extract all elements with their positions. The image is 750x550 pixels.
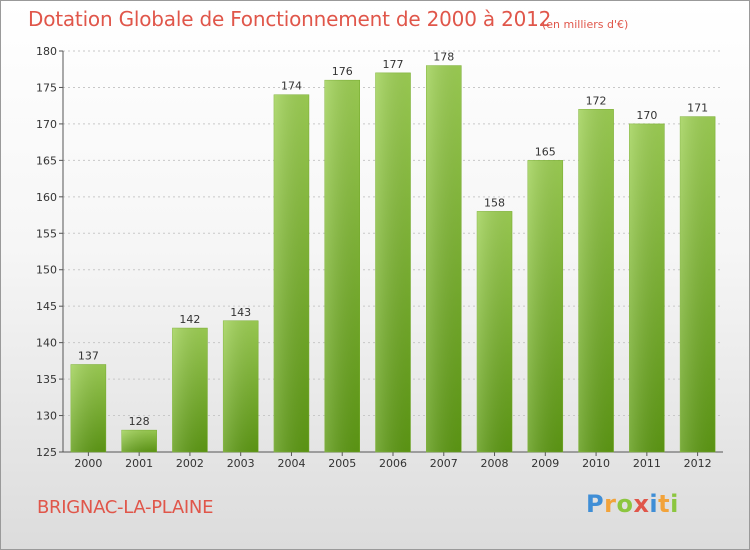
bar-shading bbox=[273, 94, 309, 452]
y-tick-label: 125 bbox=[36, 446, 57, 459]
logo-letter: x bbox=[633, 490, 650, 518]
x-tick-label: 2005 bbox=[328, 457, 356, 470]
bar-shading bbox=[121, 430, 157, 452]
x-tick-label: 2001 bbox=[125, 457, 153, 470]
x-tick-label: 2011 bbox=[633, 457, 661, 470]
x-tick-label: 2003 bbox=[227, 457, 255, 470]
labels: 125 130 135 140 145 150 155 160 165 170 175 180 137 2… bbox=[36, 45, 712, 470]
bar-shading bbox=[527, 160, 563, 452]
y-tick-label: 130 bbox=[36, 410, 57, 423]
data-label: 142 bbox=[179, 313, 200, 326]
bar-shading bbox=[375, 72, 411, 452]
x-tick-label: 2004 bbox=[277, 457, 305, 470]
y-tick-label: 135 bbox=[36, 373, 57, 386]
bar-shading bbox=[223, 320, 259, 452]
y-tick-label: 150 bbox=[36, 264, 57, 277]
data-label: 177 bbox=[383, 58, 404, 71]
logo-letter: i bbox=[670, 490, 679, 518]
bar-shading bbox=[578, 109, 614, 452]
data-label: 165 bbox=[535, 145, 556, 158]
bar-shading bbox=[629, 123, 665, 452]
logo-letter: r bbox=[604, 490, 617, 518]
y-tick-label: 155 bbox=[36, 227, 57, 240]
bar-shading bbox=[680, 116, 716, 453]
y-tick-label: 145 bbox=[36, 300, 57, 313]
x-tick-label: 2000 bbox=[74, 457, 102, 470]
data-label: 178 bbox=[433, 51, 454, 64]
data-label: 128 bbox=[129, 415, 150, 428]
x-tick-label: 2007 bbox=[430, 457, 458, 470]
y-tick-label: 170 bbox=[36, 118, 57, 131]
x-tick-label: 2009 bbox=[531, 457, 559, 470]
data-label: 143 bbox=[230, 306, 251, 319]
y-tick-label: 140 bbox=[36, 337, 57, 350]
y-tick-label: 180 bbox=[36, 45, 57, 58]
x-tick-label: 2006 bbox=[379, 457, 407, 470]
logo-letter: i bbox=[649, 490, 659, 518]
proxiti-logo: Proxiti bbox=[586, 490, 679, 518]
bar-shading bbox=[324, 80, 360, 452]
data-label: 174 bbox=[281, 80, 302, 93]
chart-title: Dotation Globale de Fonctionnement de 20… bbox=[28, 7, 552, 31]
x-tick-label: 2012 bbox=[684, 457, 712, 470]
bar-shading bbox=[70, 364, 106, 452]
bars bbox=[70, 65, 716, 453]
commune-name: BRIGNAC-LA-PLAINE bbox=[37, 497, 214, 518]
x-tick-label: 2008 bbox=[481, 457, 509, 470]
data-label: 137 bbox=[78, 350, 99, 363]
data-label: 170 bbox=[636, 109, 657, 122]
chart-unit: (en milliers d'€) bbox=[542, 18, 629, 31]
data-label: 171 bbox=[687, 102, 708, 115]
bar-shading bbox=[172, 328, 208, 452]
x-tick-label: 2010 bbox=[582, 457, 610, 470]
y-tick-label: 160 bbox=[36, 191, 57, 204]
bar-shading bbox=[477, 211, 513, 452]
data-label: 176 bbox=[332, 65, 353, 78]
x-tick-label: 2002 bbox=[176, 457, 204, 470]
data-label: 172 bbox=[586, 94, 607, 107]
logo-letter: t bbox=[658, 490, 671, 518]
y-tick-label: 175 bbox=[36, 81, 57, 94]
logo-letter: P bbox=[586, 490, 605, 518]
data-label: 158 bbox=[484, 196, 505, 209]
y-tick-label: 165 bbox=[36, 154, 57, 167]
logo-letter: o bbox=[616, 490, 634, 518]
bar-shading bbox=[426, 65, 462, 452]
